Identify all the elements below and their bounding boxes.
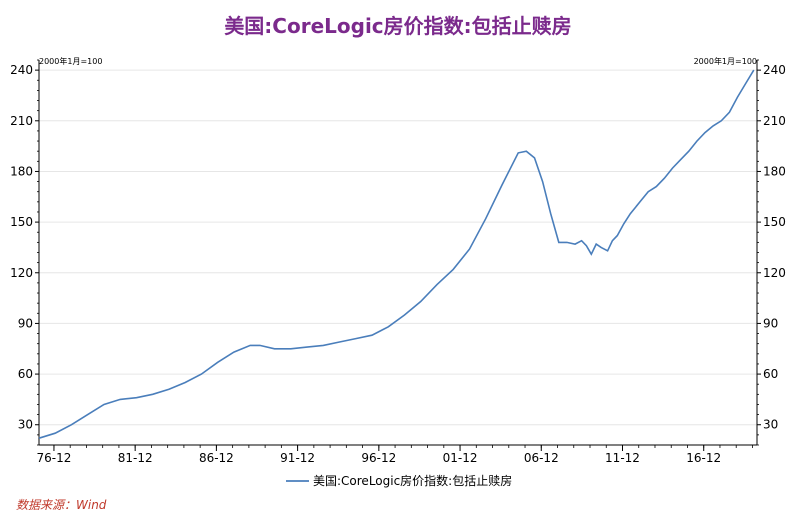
axes xyxy=(38,60,758,446)
x-tick-label: 01-12 xyxy=(443,451,478,465)
y-tick-label-right: 240 xyxy=(763,63,786,77)
x-tick-label: 91-12 xyxy=(280,451,315,465)
y-tick-label-left: 60 xyxy=(18,367,33,381)
x-tick-label: 06-12 xyxy=(524,451,559,465)
y-tick-label-right: 60 xyxy=(763,367,778,381)
x-tick-label: 76-12 xyxy=(37,451,72,465)
series-line xyxy=(38,69,755,439)
x-axis-ticks: 76-12 81-12 86-12 91-12 96-12 01-12 06-12 11-12… xyxy=(37,445,753,465)
left-unit-label: 2000年1月=100 xyxy=(39,56,102,66)
y-tick-label-left: 180 xyxy=(10,164,33,178)
y-tick-label-left: 210 xyxy=(10,114,33,128)
x-tick-label: 81-12 xyxy=(118,451,153,465)
y-tick-label-left: 90 xyxy=(18,316,33,330)
y-tick-label-right: 90 xyxy=(763,316,778,330)
x-tick-label: 16-12 xyxy=(686,451,721,465)
y-tick-label-right: 150 xyxy=(763,215,786,229)
chart-title: 美国:CoreLogic房价指数:包括止赎房 xyxy=(224,14,571,38)
y-tick-label-left: 240 xyxy=(10,63,33,77)
right-unit-label: 2000年1月=100 xyxy=(694,56,757,66)
x-tick-label: 96-12 xyxy=(361,451,396,465)
gridlines xyxy=(39,69,757,426)
y-tick-label-right: 210 xyxy=(763,114,786,128)
y-tick-label-left: 120 xyxy=(10,266,33,280)
y-tick-label-right: 120 xyxy=(763,266,786,280)
y-axis-ticks: 30 30 60 60 90 90 120 120 150 150 180 180 210 210 240 2… xyxy=(10,59,786,446)
legend-label: 美国:CoreLogic房价指数:包括止赎房 xyxy=(313,473,512,488)
y-tick-label-right: 180 xyxy=(763,164,786,178)
source-note: 数据来源：Wind xyxy=(16,498,107,512)
x-tick-label: 86-12 xyxy=(199,451,234,465)
legend: 美国:CoreLogic房价指数:包括止赎房 xyxy=(286,473,512,488)
y-tick-label-left: 30 xyxy=(18,418,33,432)
y-tick-label-right: 30 xyxy=(763,418,778,432)
y-tick-label-left: 150 xyxy=(10,215,33,229)
x-tick-label: 11-12 xyxy=(605,451,640,465)
